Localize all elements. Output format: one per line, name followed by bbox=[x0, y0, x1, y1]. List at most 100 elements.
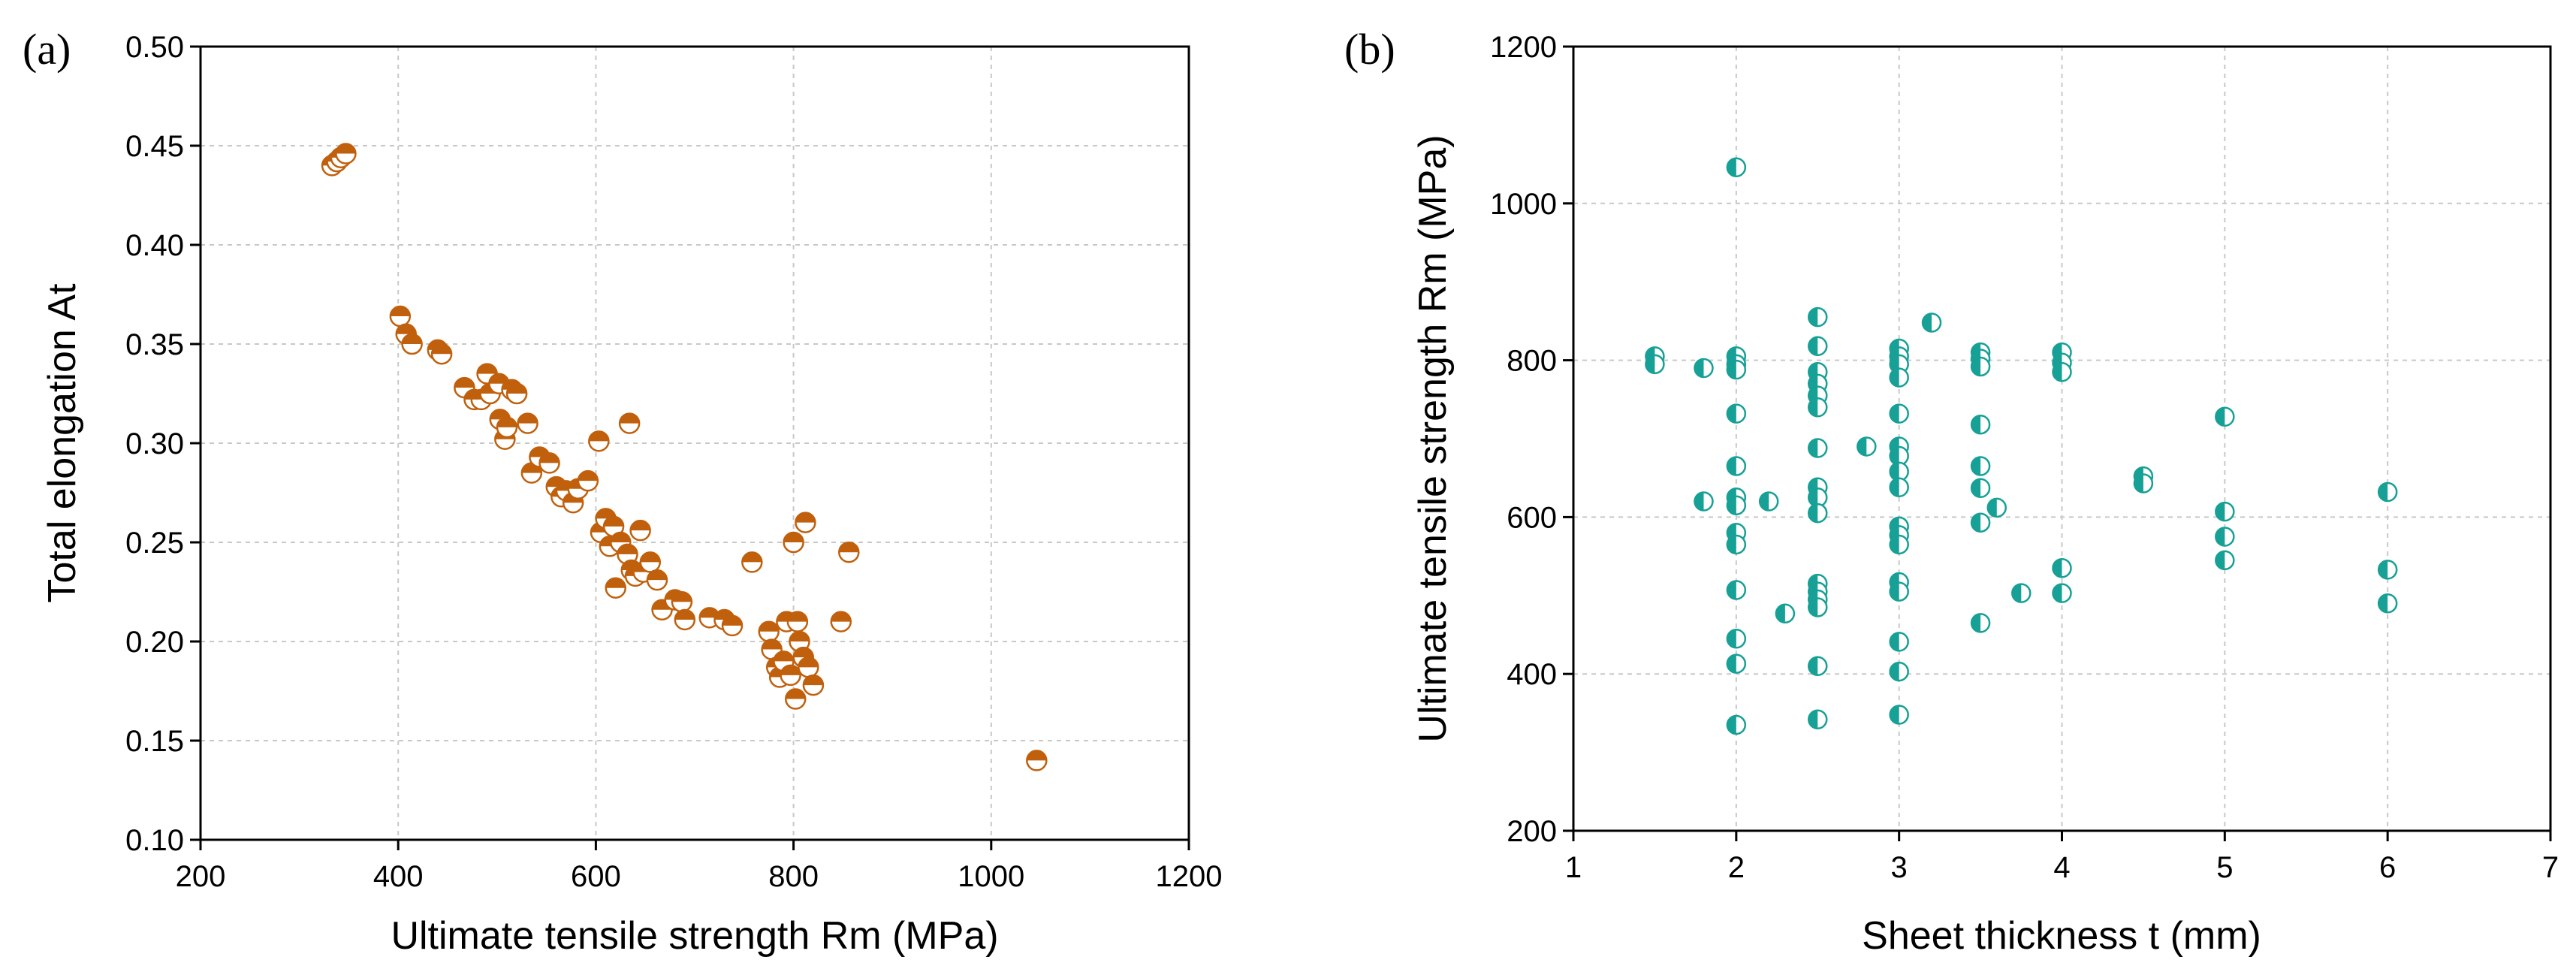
scatter-point bbox=[1694, 491, 1714, 512]
scatter-point bbox=[617, 543, 638, 566]
panel-a-y-tick-label: 0.30 bbox=[125, 427, 184, 460]
scatter-point bbox=[639, 551, 662, 573]
panel-b-y-tick-label: 800 bbox=[1507, 345, 1557, 378]
scatter-point bbox=[2215, 501, 2235, 522]
panel-a-points bbox=[321, 143, 1048, 771]
panel-b-y-tick-label: 600 bbox=[1507, 501, 1557, 534]
scatter-point bbox=[1889, 632, 1909, 652]
scatter-point bbox=[1726, 359, 1747, 380]
scatter-point bbox=[1775, 603, 1796, 624]
panel-b-x-tick-label: 6 bbox=[2379, 851, 2396, 884]
scatter-point bbox=[505, 382, 528, 405]
scatter-point bbox=[577, 469, 599, 492]
scatter-point bbox=[1808, 336, 1828, 357]
scatter-point bbox=[795, 512, 816, 533]
scatter-point bbox=[674, 608, 696, 631]
scatter-point bbox=[629, 519, 651, 542]
panel-b-x-tick-label: 3 bbox=[1891, 851, 1908, 884]
scatter-point bbox=[1726, 157, 1747, 178]
panel-a-plot-frame bbox=[199, 45, 1190, 841]
scatter-point bbox=[1726, 456, 1747, 476]
panel-b-y-tick-label: 200 bbox=[1507, 815, 1557, 848]
panel-b-y-tick-label: 400 bbox=[1507, 658, 1557, 691]
scatter-point bbox=[2052, 583, 2072, 603]
scatter-point bbox=[1970, 456, 1991, 476]
scatter-point bbox=[1921, 312, 1942, 333]
panel-b-scatter-chart: (b) 1 2 3 4 5 6 7 200 400 600 800 1000 1200 Sheet th… bbox=[1344, 25, 2559, 958]
scatter-point bbox=[1970, 478, 1991, 499]
scatter-point bbox=[1726, 628, 1747, 649]
panel-a-y-tick-label: 0.20 bbox=[125, 626, 184, 659]
scatter-point bbox=[1970, 613, 1991, 633]
panel-a-y-tick-label: 0.10 bbox=[125, 824, 184, 857]
scatter-point bbox=[1889, 581, 1909, 602]
scatter-point bbox=[389, 305, 412, 328]
scatter-point bbox=[758, 620, 780, 643]
panel-b-points bbox=[1645, 157, 2398, 735]
scatter-point bbox=[538, 452, 560, 474]
scatter-point bbox=[1986, 497, 2007, 518]
panel-b-label: (b) bbox=[1344, 25, 1395, 74]
panel-a-x-tick-label: 800 bbox=[768, 860, 819, 893]
panel-a-scatter-chart: (a) 200 400 600 800 1000 1200 0.10 0.15 0.20 0.25… bbox=[23, 25, 1222, 958]
panel-b-x-tick-label: 1 bbox=[1565, 851, 1582, 884]
scatter-point bbox=[838, 541, 860, 563]
scatter-point bbox=[786, 611, 809, 632]
panel-a-y-tick-label: 0.40 bbox=[125, 229, 184, 262]
scatter-point bbox=[2133, 473, 2154, 494]
scatter-point bbox=[1889, 461, 1909, 482]
panel-a-x-tick-label: 1000 bbox=[958, 860, 1024, 893]
panel-b-y-axis-title: Ultimate tensile strength Rm (MPa) bbox=[1411, 134, 1455, 742]
scatter-point bbox=[605, 577, 626, 599]
scatter-point bbox=[780, 664, 801, 687]
scatter-point bbox=[1726, 534, 1747, 555]
scatter-point bbox=[1808, 597, 1828, 617]
scatter-point bbox=[1758, 491, 1779, 512]
scatter-point bbox=[1889, 367, 1909, 388]
scatter-point bbox=[2377, 560, 2398, 580]
panel-a-x-tick-label: 200 bbox=[176, 860, 226, 893]
panel-a-x-tick-label: 1200 bbox=[1156, 860, 1223, 893]
panel-a-x-tick-label: 400 bbox=[373, 860, 424, 893]
panel-b-x-tick-label: 4 bbox=[2053, 851, 2070, 884]
panel-a-y-axis-title: Total elongation At bbox=[41, 283, 84, 603]
scatter-point bbox=[1726, 403, 1747, 424]
scatter-point bbox=[335, 143, 357, 165]
scatter-point bbox=[430, 343, 453, 365]
scatter-point bbox=[1808, 306, 1828, 328]
scatter-point bbox=[1808, 397, 1828, 418]
scatter-point bbox=[789, 630, 810, 653]
scatter-point bbox=[1889, 705, 1909, 725]
scatter-point bbox=[2377, 593, 2398, 614]
scatter-point bbox=[1694, 358, 1714, 379]
scatter-point bbox=[1808, 503, 1828, 524]
scatter-point bbox=[1808, 656, 1828, 677]
panel-a-x-tick-label: 600 bbox=[571, 860, 621, 893]
panel-a-y-tick-label: 0.45 bbox=[125, 130, 184, 163]
scatter-point bbox=[830, 611, 852, 632]
panel-a-y-tick-label: 0.35 bbox=[125, 328, 184, 361]
scatter-point bbox=[1808, 487, 1828, 508]
scatter-point bbox=[2377, 481, 2398, 503]
scatter-point bbox=[1726, 495, 1747, 515]
scatter-point bbox=[741, 551, 763, 573]
scatter-point bbox=[2215, 550, 2235, 571]
panel-a-y-tick-label: 0.50 bbox=[125, 31, 184, 64]
panel-b-y-tick-label: 1000 bbox=[1490, 188, 1557, 221]
scatter-point bbox=[784, 688, 807, 710]
scatter-point bbox=[1808, 709, 1828, 730]
scatter-point bbox=[2052, 362, 2072, 382]
scatter-point bbox=[1726, 654, 1747, 674]
panel-b-x-axis-title: Sheet thickness t (mm) bbox=[1862, 914, 2261, 958]
panel-a-ticks: 200 400 600 800 1000 1200 0.10 0.15 0.20 0.25 0.30… bbox=[125, 31, 1222, 893]
scatter-point bbox=[802, 674, 825, 696]
scatter-point bbox=[721, 614, 744, 637]
panel-b-y-tick-label: 1200 bbox=[1490, 31, 1557, 64]
scatter-point bbox=[1889, 534, 1909, 555]
scatter-point bbox=[1026, 750, 1048, 771]
scatter-point bbox=[1726, 714, 1747, 735]
scatter-point bbox=[671, 590, 693, 613]
panel-b-x-tick-label: 5 bbox=[2216, 851, 2233, 884]
scatter-point bbox=[496, 416, 518, 439]
